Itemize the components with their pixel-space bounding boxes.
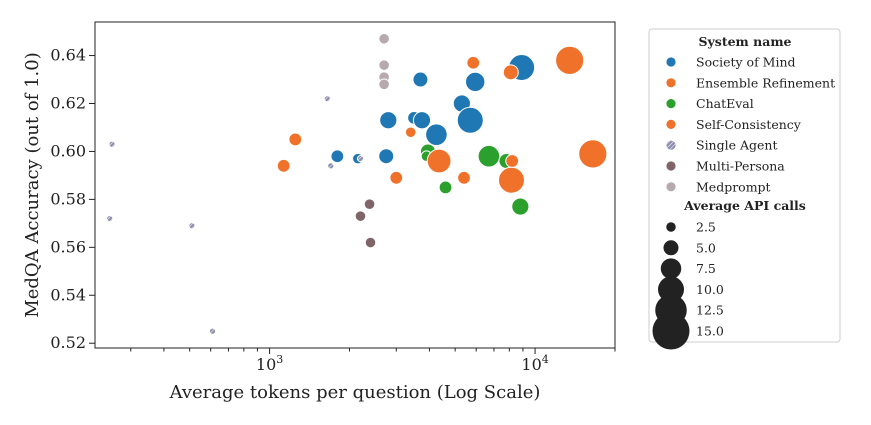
legend-label-single-agent: Single Agent [696, 138, 777, 153]
point-ensemble-refinement [502, 64, 519, 81]
point-medprompt [378, 78, 390, 91]
plot-frame [94, 21, 616, 349]
y-tick-label: 0.60 [50, 141, 86, 160]
x-tick-label: 104 [521, 353, 548, 374]
legend-marker-single-agent [665, 139, 677, 151]
legend-size-label: 2.5 [696, 220, 716, 235]
legend-label-ensemble-refinement: Ensemble Refinement [696, 75, 835, 90]
point-medprompt [378, 59, 390, 71]
legend-size-marker [666, 222, 676, 232]
legend-marker-medprompt [665, 181, 677, 193]
point-self-consistency [389, 170, 404, 185]
point-ensemble-refinement [555, 45, 585, 75]
legend-marker-self-consistency [665, 119, 677, 130]
legend-label-multi-persona: Multi-Persona [696, 159, 785, 174]
point-society-of-mind [330, 149, 345, 164]
point-self-consistency [457, 170, 471, 185]
legend-marker-multi-persona [665, 160, 677, 172]
legend-size-marker [652, 312, 690, 350]
y-axis: 0.52 0.54 0.56 0.58 0.60 0.62 0.64 [50, 46, 95, 352]
y-tick-label: 0.52 [50, 333, 86, 352]
legend: System name Society of Mind Ensemble Refi… [648, 28, 841, 350]
point-single-agent [323, 95, 331, 103]
point-chateval [477, 144, 501, 168]
y-axis-label: MedQA Accuracy (out of 1.0) [22, 52, 43, 317]
legend-size-label: 12.5 [696, 303, 724, 318]
point-multi-persona [363, 198, 376, 210]
legend-label-chateval: ChatEval [696, 96, 754, 111]
legend-marker-ensemble-refinement [665, 77, 677, 89]
point-ensemble-refinement [404, 126, 417, 139]
legend-size-label: 10.0 [696, 282, 724, 297]
legend-size-label: 7.5 [696, 261, 716, 276]
x-tick-label: 103 [256, 353, 283, 374]
point-single-agent [106, 214, 114, 223]
legend-label-medprompt: Medprompt [696, 179, 771, 194]
point-self-consistency [578, 139, 608, 169]
y-tick-label: 0.64 [50, 46, 86, 65]
point-multi-persona [364, 236, 377, 249]
point-society-of-mind [412, 111, 432, 130]
data-points [106, 32, 608, 335]
point-ensemble-refinement [466, 55, 481, 70]
point-chateval [438, 180, 453, 195]
point-ensemble-refinement [288, 132, 303, 147]
point-medprompt [378, 32, 390, 45]
point-single-agent [208, 327, 217, 335]
point-self-consistency [426, 148, 452, 174]
legend-frame [648, 28, 841, 343]
x-axis: 103 104 [130, 348, 616, 374]
y-tick-label: 0.62 [50, 94, 86, 113]
legend-title: System name [699, 34, 792, 49]
legend-size-label: 15.0 [696, 324, 724, 339]
legend-size-marker [660, 258, 682, 279]
point-single-agent [327, 162, 335, 170]
point-society-of-mind [412, 71, 429, 88]
point-society-of-mind [465, 71, 486, 93]
legend-size-title: Average API calls [683, 198, 806, 213]
y-tick-label: 0.56 [50, 237, 86, 256]
legend-size-marker [663, 240, 679, 256]
point-society-of-mind [456, 106, 484, 134]
point-society-of-mind [378, 148, 395, 165]
legend-marker-society-of-mind [665, 56, 677, 68]
point-self-consistency [497, 166, 525, 194]
point-self-consistency [505, 154, 520, 168]
x-axis-label: Average tokens per question (Log Scale) [169, 382, 541, 403]
point-single-agent [108, 140, 116, 148]
y-tick-label: 0.54 [50, 285, 86, 304]
point-self-consistency [276, 158, 291, 173]
legend-label-society-of-mind: Society of Mind [696, 55, 796, 70]
point-single-agent [188, 222, 196, 230]
y-tick-label: 0.58 [50, 189, 86, 208]
legend-label-self-consistency: Self-Consistency [696, 117, 802, 132]
legend-size-label: 5.0 [696, 240, 716, 255]
point-single-agent [356, 155, 365, 163]
legend-marker-chateval [665, 98, 677, 109]
point-chateval [511, 197, 530, 216]
point-society-of-mind [379, 111, 398, 130]
point-multi-persona [354, 210, 367, 222]
point-society-of-mind [425, 123, 448, 146]
